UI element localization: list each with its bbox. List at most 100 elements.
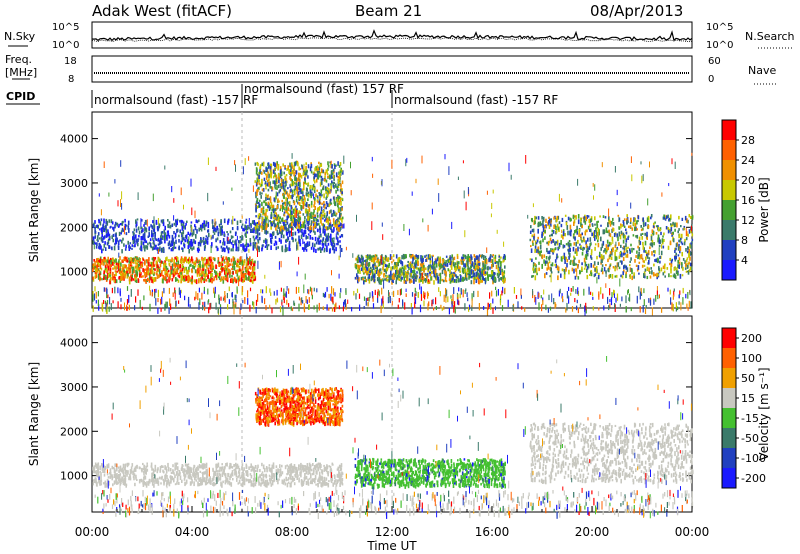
data-cell-4-553 [548, 250, 551, 255]
data-cell-0-246 [241, 259, 244, 262]
noise-cell-390 [331, 296, 333, 302]
data-cell-0-511 [102, 262, 105, 266]
data-cell-1-792 [175, 219, 177, 223]
data-cell-2-682 [333, 178, 335, 181]
data-cell-1-445 [249, 244, 251, 247]
noise-cell-18 [302, 300, 304, 304]
data-cell-0-649 [107, 256, 109, 261]
data-cell-4-500 [574, 257, 576, 260]
noise-cell-425 [328, 307, 330, 311]
data-cell-1-669 [143, 245, 146, 250]
data-cell-4-61 [611, 236, 614, 242]
data-cell-3-681 [484, 271, 487, 275]
data-cell-3-85 [398, 270, 400, 276]
data-cell-0-461 [151, 262, 153, 266]
data-cell-2-651 [322, 225, 325, 230]
data-cell-4-861 [534, 248, 537, 252]
data-cell-0-769 [191, 256, 193, 262]
data-cell-4-713 [565, 221, 568, 226]
data-cell-3-62 [400, 278, 402, 282]
noise-cell-331 [93, 293, 96, 301]
data-cell-2-759 [279, 216, 281, 220]
data-cell-2-742 [269, 207, 272, 210]
data-cell-2-434 [336, 198, 338, 203]
data-cell-4-532 [666, 267, 669, 270]
data-cell-0-687 [239, 256, 242, 261]
data-cell-4-557 [603, 249, 605, 253]
data-cell-4-614 [626, 253, 629, 258]
data-cell-2-869 [304, 209, 307, 214]
data-cell-3-617 [368, 258, 371, 261]
data-cell-4-510 [562, 255, 565, 260]
data-cell-4-66 [583, 267, 586, 270]
data-cell-1-338 [157, 237, 160, 242]
data-cell-2-515 [318, 170, 321, 174]
data-cell-2-518 [268, 182, 270, 187]
data-cell-2-722 [304, 180, 306, 184]
data-cell-0-886 [215, 274, 217, 278]
data-cell-2-579 [299, 168, 301, 171]
data-cell-3-363 [456, 253, 459, 257]
data-cell-2-522 [338, 220, 340, 225]
data-cell-1-845 [189, 232, 192, 236]
data-cell-0-820 [239, 278, 241, 282]
data-cell-0-118 [114, 278, 116, 284]
data-cell-4-771 [608, 256, 611, 259]
noise-cell-328 [197, 293, 199, 301]
data-cell-4-303 [630, 217, 632, 222]
data-cell-2-604 [326, 202, 329, 208]
data-cell-3-403 [358, 267, 361, 271]
data-cell-4-875 [532, 267, 534, 271]
data-cell-4-279 [636, 268, 639, 272]
data-cell-1-711 [181, 225, 184, 231]
data-cell-2-827 [258, 226, 260, 231]
data-cell-0-172 [246, 271, 249, 275]
data-cell-3-636 [420, 267, 422, 272]
noise-cell-104 [671, 302, 673, 311]
noise-cell-162 [135, 296, 137, 303]
data-cell-0-321 [117, 266, 120, 271]
data-cell-0-151 [150, 261, 152, 266]
noise-cell-387 [188, 296, 190, 304]
data-cell-3-761 [406, 264, 409, 267]
data-cell-2-474 [328, 203, 330, 208]
data-cell-2-879 [254, 180, 257, 183]
data-cell-3-744 [382, 278, 384, 282]
data-cell-4-432 [624, 264, 626, 269]
data-cell-1-731 [106, 242, 109, 246]
data-cell-3-643 [415, 254, 417, 258]
data-cell-2-880 [257, 162, 259, 167]
data-cell-0-369 [161, 271, 163, 277]
noise-cell-363 [377, 296, 379, 303]
data-cell-3-489 [462, 254, 465, 257]
data-cell-2-284 [312, 220, 315, 224]
data-cell-1-818 [245, 247, 248, 252]
data-cell-0-831 [111, 276, 114, 281]
data-cell-3-290 [390, 273, 392, 278]
noise-cell-94 [117, 287, 119, 294]
data-cell-3-414 [445, 271, 447, 277]
data-cell-4-720 [588, 246, 591, 249]
data-cell-2-802 [283, 219, 285, 222]
data-cell-4-546 [617, 236, 619, 242]
noise-cell-57 [293, 302, 296, 306]
data-cell-1-537 [198, 248, 200, 251]
data-cell-3-431 [442, 265, 445, 270]
data-cell-1-679 [171, 242, 174, 247]
data-cell-4-113 [577, 276, 580, 280]
data-cell-1-712 [159, 240, 161, 246]
data-cell-2-773 [285, 210, 287, 214]
data-cell-3-865 [416, 267, 418, 270]
data-cell-4-766 [558, 246, 560, 250]
data-cell-0-565 [211, 273, 213, 277]
data-cell-1-4 [278, 226, 281, 232]
noise-cell-236 [220, 296, 222, 301]
data-cell-3-721 [384, 278, 386, 281]
noise-cell-259 [615, 297, 617, 303]
noise-cell-433 [208, 299, 210, 303]
data-cell-1-864 [185, 235, 188, 240]
data-cell-2-794 [291, 194, 293, 199]
data-cell-1-677 [221, 232, 223, 236]
data-cell-1-796 [202, 239, 204, 243]
data-cell-0-262 [146, 267, 148, 273]
